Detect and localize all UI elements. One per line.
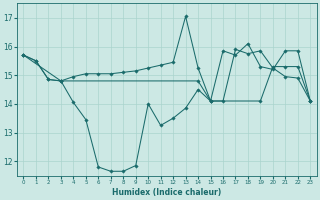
X-axis label: Humidex (Indice chaleur): Humidex (Indice chaleur) <box>112 188 221 197</box>
